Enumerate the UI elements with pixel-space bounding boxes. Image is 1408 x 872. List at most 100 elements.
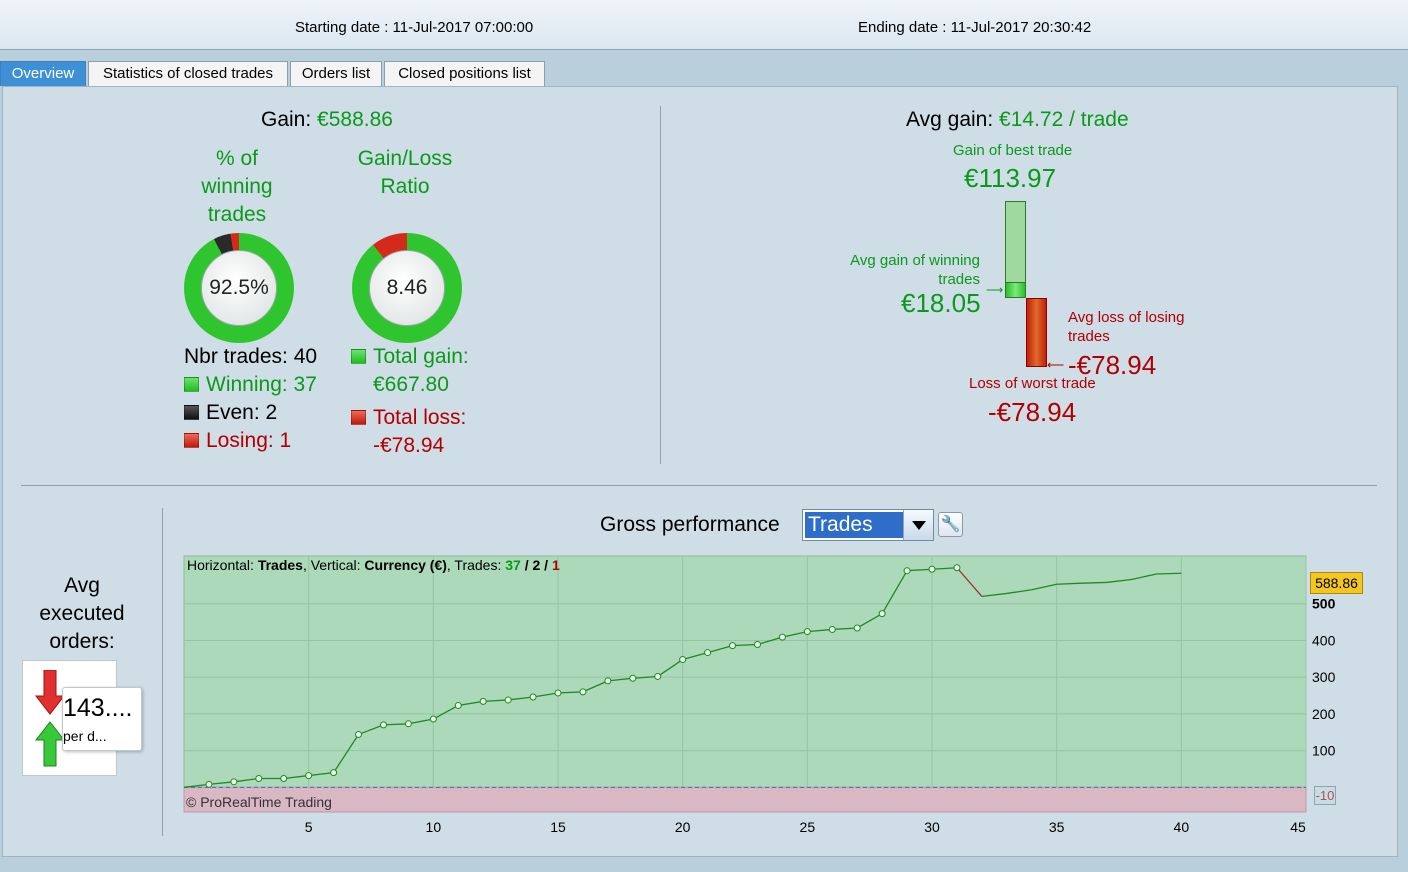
y-tick-label: 100 <box>1312 743 1336 759</box>
data-point <box>753 640 761 648</box>
avg-win-label-line: trades <box>938 271 980 288</box>
series-segment <box>632 675 658 679</box>
losing-count: Losing: 1 <box>184 429 291 453</box>
dropdown-selected: Trades <box>805 512 903 538</box>
data-point <box>679 656 687 664</box>
x-tick-label: 35 <box>1049 819 1065 835</box>
orders-sub: per d... <box>63 728 107 744</box>
series-segment <box>1031 583 1057 591</box>
orders-value-card: 143.... per d... <box>62 687 142 751</box>
performance-mode-dropdown[interactable]: Trades <box>802 509 934 541</box>
data-point <box>853 624 861 632</box>
loss-bar <box>1026 298 1047 367</box>
x-tick-label: 45 <box>1290 819 1306 835</box>
series-segment <box>1106 578 1132 584</box>
series-segment <box>183 783 210 788</box>
x-tick-label: 5 <box>305 819 313 835</box>
series-segment <box>308 771 334 777</box>
ratio-value: 8.46 <box>386 276 428 299</box>
data-point <box>479 697 487 705</box>
loss-area <box>183 786 1307 813</box>
winning-text: Winning: 37 <box>206 373 317 396</box>
series-segment <box>233 777 259 783</box>
orders-title-line: executed <box>39 602 125 625</box>
info-win-count: 37 <box>505 557 521 573</box>
winning-title-line: winning <box>201 175 273 198</box>
info-text: , Vertical: <box>302 557 365 573</box>
series-segment <box>782 631 808 638</box>
chevron-down-icon[interactable] <box>903 510 933 540</box>
series-segment <box>1056 582 1082 585</box>
info-even-count: 2 <box>532 557 541 573</box>
tab-closed-positions-list[interactable]: Closed positions list <box>384 61 545 86</box>
series-segment <box>881 570 908 614</box>
series-segment <box>532 692 559 698</box>
avg-win-value: €18.05 <box>901 288 981 318</box>
data-point <box>654 672 662 680</box>
data-point <box>828 625 836 633</box>
horizontal-divider <box>21 485 1377 486</box>
wrench-settings-button[interactable]: 🔧 <box>938 512 963 537</box>
orders-document-icon: 143.... per d... <box>22 660 144 778</box>
data-point <box>579 688 587 696</box>
info-lose-count: 1 <box>551 557 560 573</box>
series-segment <box>358 724 384 736</box>
best-trade-label: Gain of best trade <box>953 142 1073 159</box>
series-segment <box>607 677 633 682</box>
winning-pct: 92.5% <box>209 276 269 299</box>
series-segment <box>931 567 957 570</box>
negative-axis-badge: -10 <box>1314 786 1336 805</box>
series-segment <box>1131 573 1157 581</box>
data-point <box>529 693 537 701</box>
ratio-title-line: Gain/Loss <box>357 147 453 170</box>
series-segment <box>508 696 534 701</box>
gain-summary: Gain: €588.86 <box>261 108 393 132</box>
avg-loss-value: -€78.94 <box>1068 350 1157 380</box>
green-square-icon <box>351 349 366 364</box>
tab-orders-list[interactable]: Orders list <box>290 61 382 86</box>
ending-date: Ending date : 11-Jul-2017 20:30:42 <box>858 19 1092 36</box>
data-point <box>305 772 313 780</box>
data-point <box>205 780 213 788</box>
series-segment <box>283 774 309 780</box>
avg-win-arrow-icon: ⟶ <box>986 283 1004 297</box>
data-point <box>554 689 562 697</box>
x-tick-label: 40 <box>1174 819 1190 835</box>
gain-label: Gain: <box>261 108 312 131</box>
info-sep: / <box>540 557 552 573</box>
series-segment <box>856 613 883 629</box>
winning-title-line: % of <box>215 147 259 170</box>
avg-win-label: Avg gain of winning trades <box>830 251 980 289</box>
tab-statistics-closed-trades[interactable]: Statistics of closed trades <box>88 61 288 86</box>
y-tick-label: 400 <box>1312 632 1336 648</box>
green-square-icon <box>184 377 199 392</box>
total-loss-text: Total loss: <box>373 406 467 429</box>
series-segment <box>458 700 484 707</box>
series-segment <box>1156 572 1182 575</box>
data-point <box>230 778 238 786</box>
data-point <box>404 720 412 728</box>
tab-overview[interactable]: Overview <box>0 61 86 86</box>
total-gain-label: Total gain: <box>351 345 469 369</box>
y-tick-label: 200 <box>1312 706 1336 722</box>
red-square-icon <box>351 410 366 425</box>
nbr-trades: Nbr trades: 40 <box>184 345 318 368</box>
avg-loss-label-line: trades <box>1068 328 1110 345</box>
gain-area <box>183 555 1307 788</box>
orders-value: 143.... <box>63 694 133 722</box>
series-segment <box>483 699 509 703</box>
data-point <box>280 775 288 783</box>
last-value-badge: 588.86 <box>1310 572 1363 594</box>
data-point <box>953 564 961 572</box>
data-point <box>429 715 437 723</box>
starting-date: Starting date : 11-Jul-2017 07:00:00 <box>295 19 534 36</box>
data-point <box>255 775 263 783</box>
worst-trade-label: Loss of worst trade <box>969 375 1096 392</box>
red-square-icon <box>184 433 199 448</box>
series-segment <box>757 636 783 646</box>
data-point <box>729 642 737 650</box>
winning-title: % of winning trades <box>182 145 292 229</box>
avg-win-bar <box>1005 282 1026 298</box>
series-segment <box>333 734 360 773</box>
data-point <box>704 649 712 657</box>
